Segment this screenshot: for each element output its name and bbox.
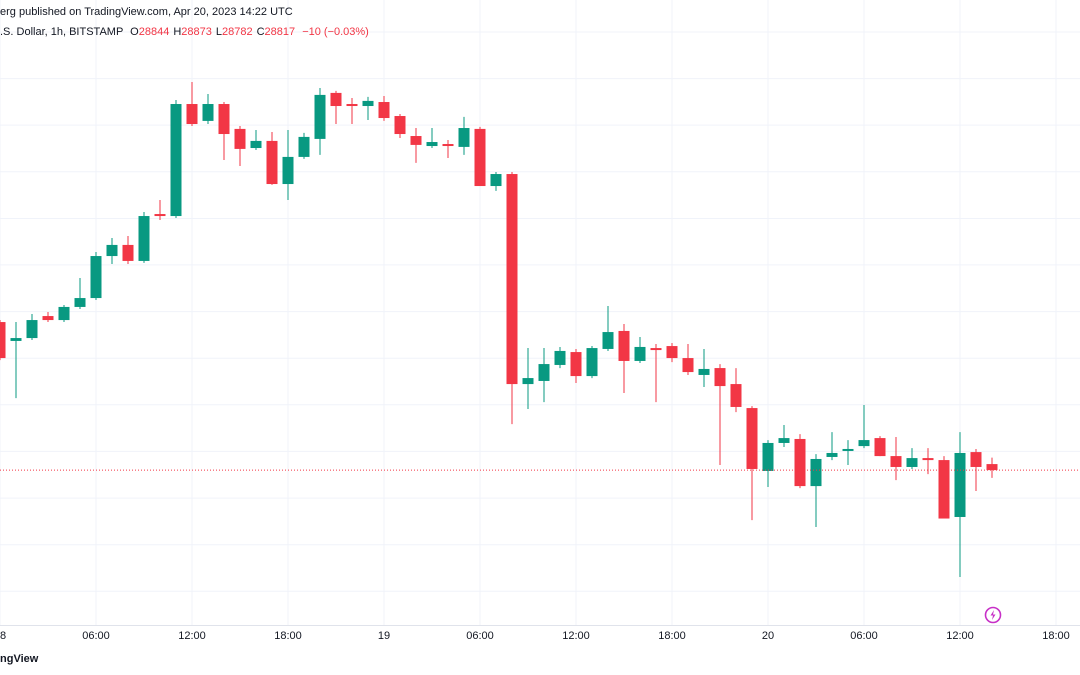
candle-body [458, 128, 470, 147]
candle-body [970, 452, 982, 467]
x-tick-label: 12:00 [946, 630, 974, 642]
lightning-icon [984, 606, 1002, 624]
symbol-line: .S. Dollar, 1h, BITSTAMP O28844 H28873 L28… [0, 22, 373, 42]
candle-body [938, 460, 950, 519]
candle-body [346, 104, 358, 107]
x-tick-label: 19 [378, 630, 390, 642]
published-line: erg published on TradingView.com, Apr 20… [0, 6, 293, 18]
candle-body [490, 174, 502, 187]
candle-body [314, 94, 326, 139]
candle-body [154, 214, 166, 217]
candle-body [810, 458, 822, 487]
candle-body [10, 338, 22, 341]
ohlc-value: 28873 [181, 26, 212, 38]
candle-body [202, 104, 214, 121]
candle-body [90, 256, 102, 299]
candle-body [714, 368, 726, 387]
change: −10 (−0.03%) [302, 26, 369, 38]
candle-body [634, 346, 646, 361]
candle-body [186, 104, 198, 125]
x-tick-label: 20 [762, 630, 774, 642]
ohlc-value: 28782 [221, 26, 253, 38]
candle-body [954, 452, 966, 517]
x-tick-label: 18:00 [658, 630, 686, 642]
candle-body [26, 320, 38, 339]
x-tick-label: 18:00 [1042, 630, 1070, 642]
candle-body [586, 348, 598, 377]
candle-body [218, 104, 230, 135]
candle-body [986, 464, 998, 471]
symbol: .S. Dollar, 1h, BITSTAMP [0, 26, 124, 38]
candle-body [570, 352, 582, 377]
candle-body [906, 458, 918, 467]
candle-body [442, 144, 454, 147]
candle-body [778, 438, 790, 443]
candle-body [602, 332, 614, 349]
x-tick-label: 12:00 [562, 630, 590, 642]
candle-body [842, 448, 854, 451]
candle-body [682, 358, 694, 373]
candle-body [858, 440, 870, 447]
candle-body [698, 368, 710, 375]
candle-body [122, 244, 134, 261]
header: erg published on TradingView.com, Apr 20… [0, 0, 373, 42]
candle-body [506, 174, 518, 385]
candle-body [794, 438, 806, 487]
candle-body [250, 140, 262, 149]
candle-body [762, 442, 774, 471]
candle-body [730, 384, 742, 407]
ohlc-value: 28817 [264, 26, 296, 38]
x-tick-label: 12:00 [178, 630, 206, 642]
candle-body [74, 298, 86, 307]
candle-body [746, 408, 758, 469]
candle-body [170, 104, 182, 217]
candle-body [666, 346, 678, 359]
candle-body [42, 316, 54, 321]
candle-body [58, 306, 70, 321]
candle-body [538, 364, 550, 381]
ohlc-label: H [173, 26, 182, 38]
ohlc-label: C [256, 26, 265, 38]
candle-body [874, 438, 886, 457]
candle-body [282, 156, 294, 185]
candle-body [106, 244, 118, 257]
ohlc-value: 28844 [138, 26, 170, 38]
ohlc-label: L [215, 26, 222, 38]
candle-body [138, 216, 150, 261]
candle-body [474, 128, 486, 187]
candle-body [426, 142, 438, 147]
candle-body [410, 136, 422, 145]
x-tick-label: 18:00 [274, 630, 302, 642]
candle-body [234, 128, 246, 149]
ohlc-label: O [130, 26, 139, 38]
candle-body [298, 136, 310, 157]
candle-body [826, 452, 838, 457]
candle-body [650, 348, 662, 351]
x-tick-label: 18 [0, 630, 6, 642]
x-tick-label: 06:00 [466, 630, 494, 642]
candle-body [618, 330, 630, 361]
candle-body [266, 140, 278, 185]
candle-body [554, 350, 566, 365]
candle-body [522, 378, 534, 385]
candle-body [378, 102, 390, 119]
candle-body [922, 458, 934, 461]
candle-body [0, 322, 6, 359]
logo: ngView [0, 653, 39, 665]
candle-body [890, 456, 902, 467]
candle-body [330, 92, 342, 107]
candle-body [394, 116, 406, 135]
x-tick-label: 06:00 [850, 630, 878, 642]
x-tick-label: 06:00 [82, 630, 110, 642]
candle-body [362, 100, 374, 107]
ohlc: O28844 H28873 L28782 C28817 [130, 26, 299, 38]
